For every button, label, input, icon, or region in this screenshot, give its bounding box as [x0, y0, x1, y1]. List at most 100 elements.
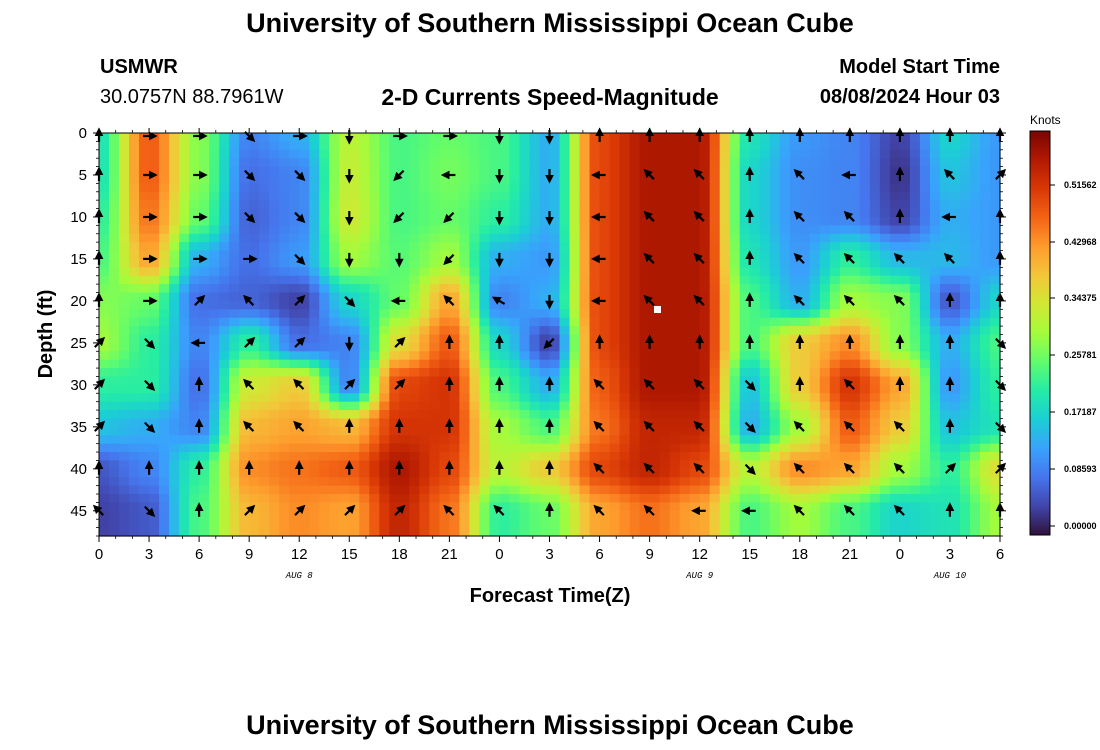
heatmap-cell	[419, 502, 430, 512]
heatmap-cell	[339, 527, 350, 537]
heatmap-cell	[269, 166, 280, 176]
heatmap-cell	[189, 183, 200, 193]
heatmap-cell	[819, 158, 831, 168]
heatmap-cell	[549, 158, 561, 168]
heatmap-cell	[649, 351, 661, 361]
heatmap-cell	[789, 342, 801, 352]
heatmap-cell	[359, 166, 370, 176]
heatmap-cell	[909, 309, 921, 319]
heatmap-cell	[509, 233, 521, 243]
heatmap-cell	[539, 468, 551, 478]
heatmap-cell	[449, 225, 460, 235]
heatmap-cell	[389, 284, 400, 294]
heatmap-cell	[409, 250, 420, 260]
heatmap-cell	[169, 359, 180, 369]
x-tick-label: 3	[946, 546, 954, 563]
current-arrow	[294, 253, 306, 266]
heatmap-cell	[179, 368, 190, 378]
heatmap-cell	[879, 477, 891, 487]
heatmap-cell	[129, 292, 140, 302]
heatmap-cell	[799, 494, 811, 504]
heatmap-cell	[139, 368, 150, 378]
heatmap-cell	[139, 242, 150, 252]
heatmap-cell	[849, 376, 861, 386]
heatmap-cell	[219, 452, 230, 462]
heatmap-cell	[329, 435, 340, 445]
heatmap-cell	[879, 368, 891, 378]
heatmap-cell	[359, 452, 370, 462]
heatmap-cell	[739, 359, 751, 369]
heatmap-cell	[669, 250, 681, 260]
heatmap-cell	[919, 133, 931, 142]
heatmap-cell	[369, 267, 380, 277]
heatmap-cell	[519, 393, 531, 403]
heatmap-cell	[459, 418, 471, 428]
heatmap-cell	[359, 494, 370, 504]
heatmap-cell	[899, 149, 911, 159]
heatmap-cell	[379, 443, 390, 453]
heatmap-cell	[299, 309, 310, 319]
heatmap-cell	[889, 216, 901, 226]
heatmap-cell	[629, 250, 641, 260]
heatmap-cell	[869, 468, 881, 478]
heatmap-cell	[589, 225, 601, 235]
heatmap-cell	[279, 174, 290, 184]
heatmap-cell	[339, 410, 350, 420]
heatmap-cell	[399, 384, 410, 394]
heatmap-cell	[789, 435, 801, 445]
heatmap-cell	[249, 342, 260, 352]
heatmap-cell	[969, 242, 981, 252]
heatmap-cell	[359, 149, 370, 159]
heatmap-cell	[819, 527, 831, 537]
heatmap-cell	[439, 242, 450, 252]
heatmap-cell	[419, 485, 430, 495]
heatmap-cell	[199, 426, 210, 436]
heatmap-cell	[299, 149, 310, 159]
current-arrow	[294, 336, 306, 348]
heatmap-cell	[149, 225, 160, 235]
heatmap-cell	[289, 485, 300, 495]
heatmap-cell	[659, 468, 671, 478]
heatmap-cell	[469, 477, 481, 487]
heatmap-cell	[839, 510, 851, 520]
heatmap-cell	[209, 494, 220, 504]
heatmap-cell	[649, 233, 661, 243]
heatmap-cell	[489, 401, 501, 411]
heatmap-cell	[259, 208, 270, 218]
heatmap-cell	[829, 200, 841, 210]
heatmap-cell	[459, 368, 471, 378]
heatmap-cell	[469, 359, 481, 369]
heatmap-cell	[959, 384, 971, 394]
heatmap-cell	[429, 342, 440, 352]
heatmap-cell	[889, 267, 901, 277]
heatmap-cell	[719, 267, 731, 277]
heatmap-cell	[489, 200, 501, 210]
heatmap-cell	[339, 309, 350, 319]
heatmap-cell	[619, 258, 631, 268]
heatmap-cell	[889, 300, 901, 310]
heatmap-cell	[629, 519, 641, 529]
heatmap-cell	[229, 292, 240, 302]
heatmap-cell	[709, 351, 721, 361]
heatmap-cell	[919, 183, 931, 193]
heatmap-cell	[849, 393, 861, 403]
heatmap-cell	[179, 502, 190, 512]
heatmap-cell	[539, 267, 551, 277]
heatmap-cell	[519, 452, 531, 462]
heatmap-cell	[519, 502, 531, 512]
heatmap-cell	[799, 426, 811, 436]
heatmap-cell	[479, 351, 491, 361]
heatmap-cell	[499, 494, 511, 504]
heatmap-cell	[259, 242, 270, 252]
heatmap-cell	[229, 141, 240, 151]
heatmap-cell	[499, 183, 511, 193]
heatmap-cell	[499, 359, 511, 369]
heatmap-cell	[259, 435, 270, 445]
heatmap-cell	[809, 527, 821, 537]
heatmap-cell	[939, 435, 951, 445]
heatmap-cell	[329, 284, 340, 294]
heatmap-cell	[159, 418, 170, 428]
heatmap-cell	[959, 418, 971, 428]
heatmap-cell	[709, 158, 721, 168]
heatmap-cell	[599, 309, 611, 319]
